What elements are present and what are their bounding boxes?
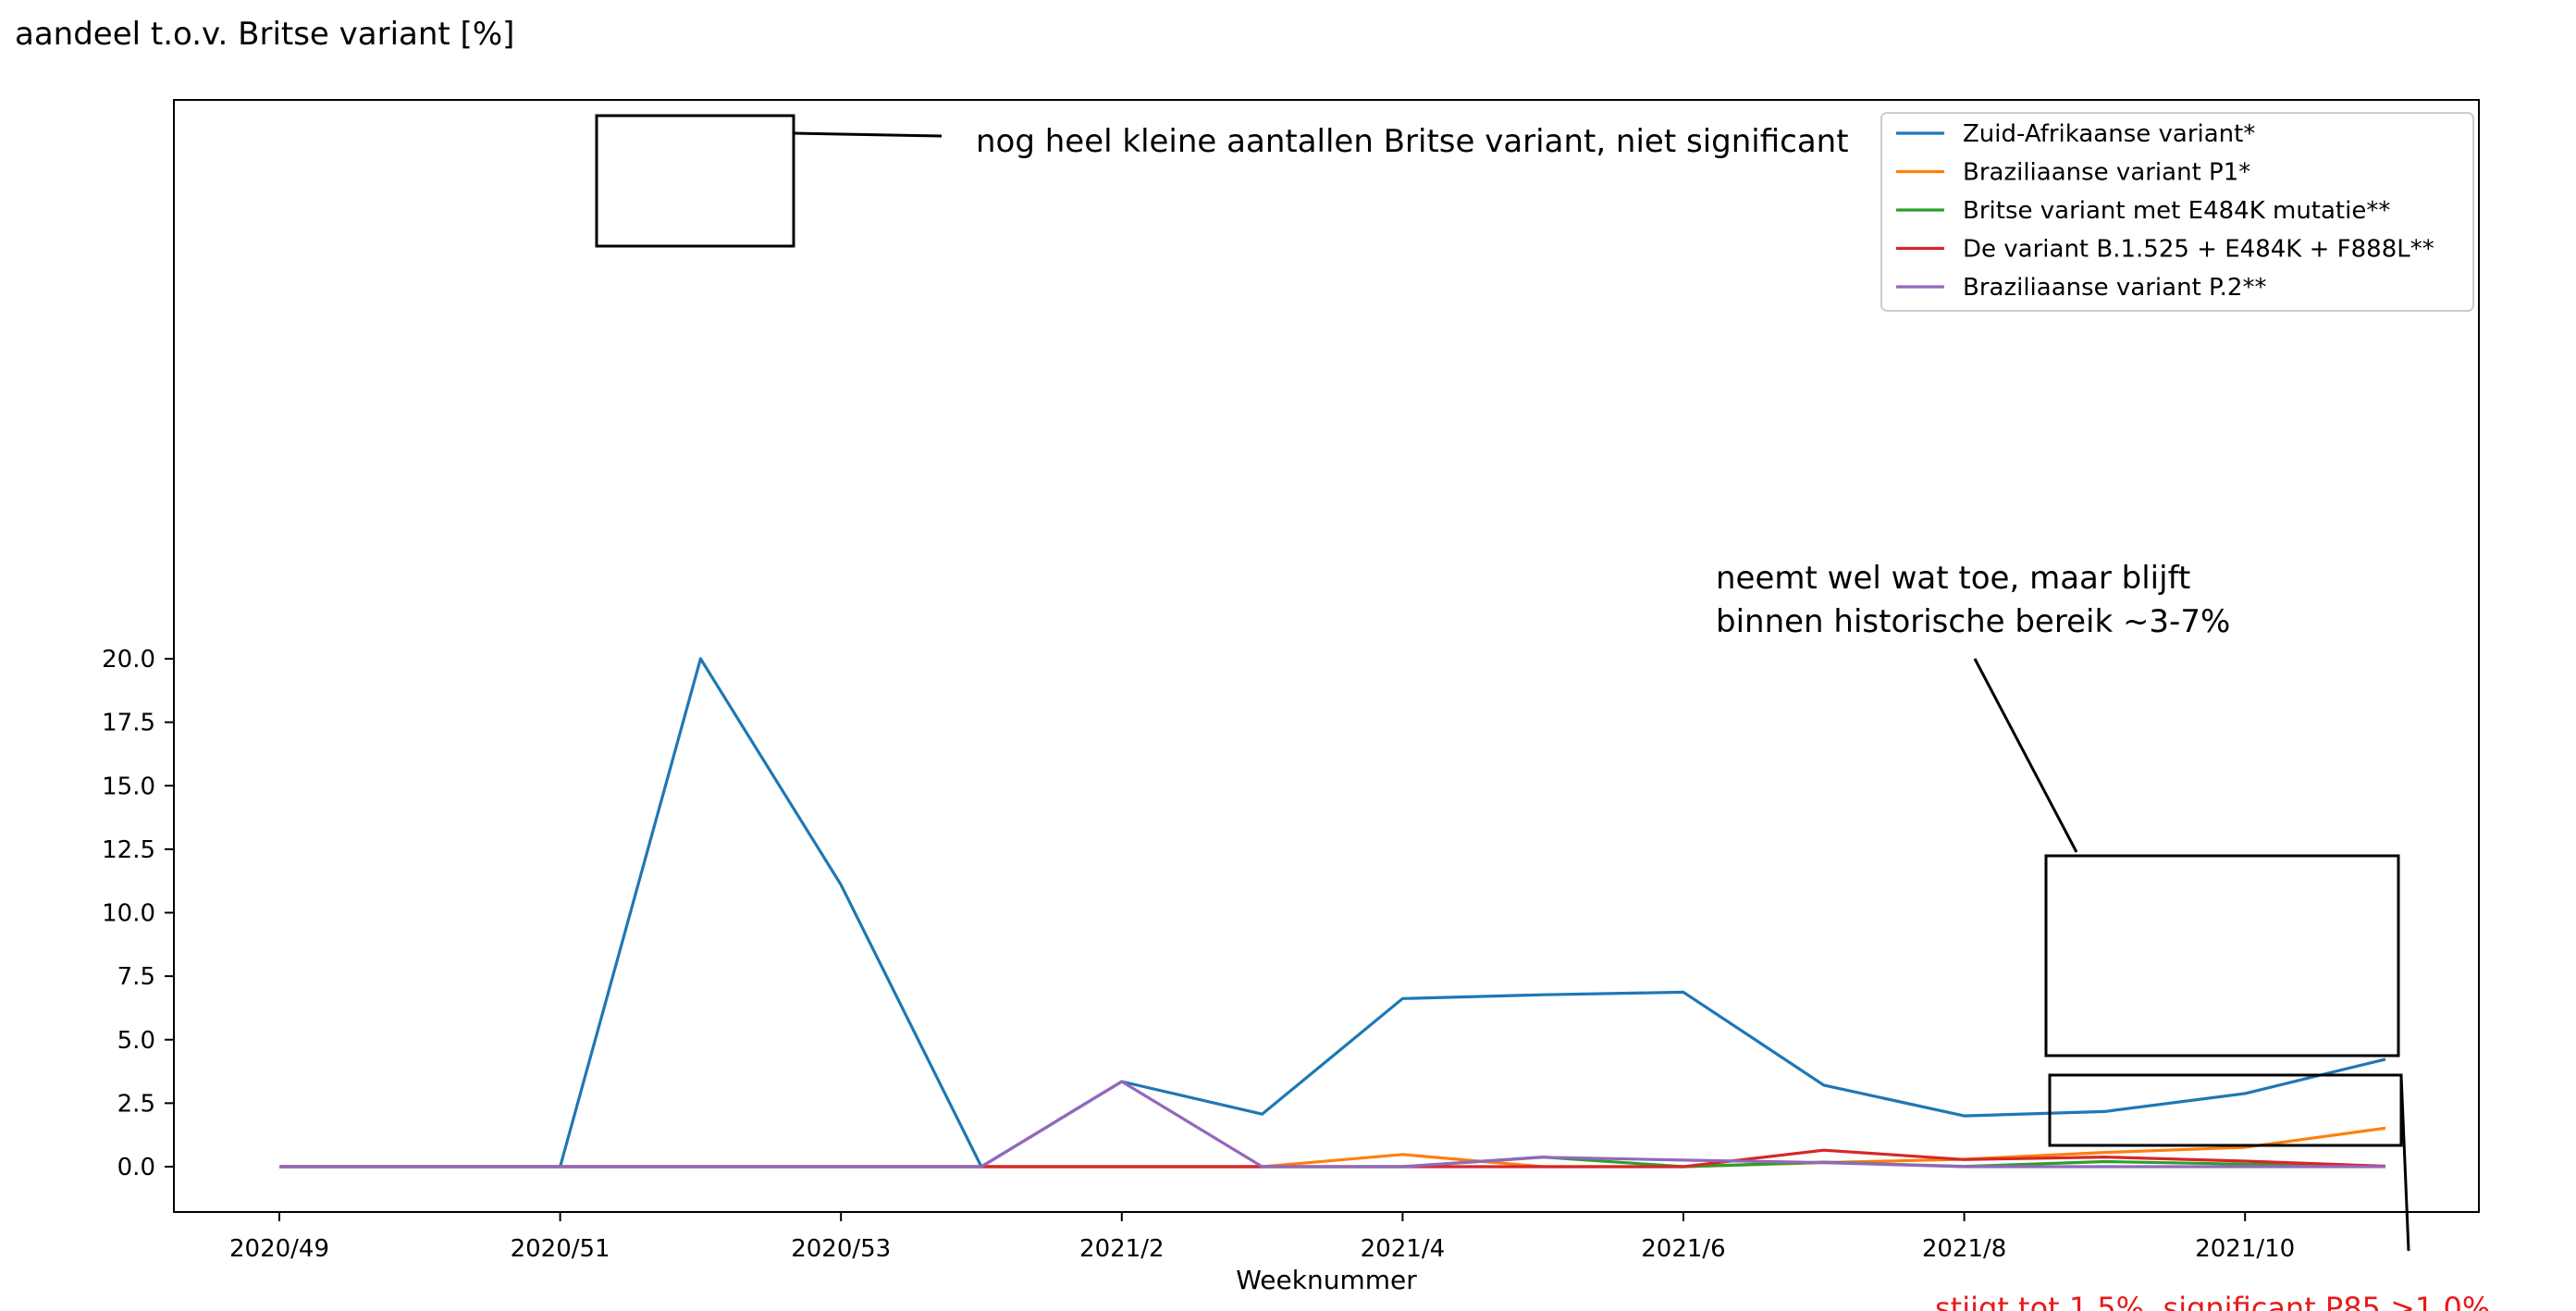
annotation-p1: stijgt tot 1.5%, significant P85 >1.0% xyxy=(1935,1073,2490,1311)
series-line-2 xyxy=(279,1126,2386,1169)
annotation-peak-connector xyxy=(793,131,943,138)
annotation-recent-text-line-2: binnen historische bereik ~3-7% xyxy=(1716,603,2230,640)
legend: Zuid-Afrikaanse variant* Braziliaanse var… xyxy=(1880,112,2474,312)
annotation-peak: nog heel kleine aantallen Britse variant… xyxy=(595,114,1849,248)
y-tick-label: 12.5 xyxy=(102,836,155,864)
legend-label: Britse variant met E484K mutatie** xyxy=(1963,197,2390,225)
x-tick-label: 2020/51 xyxy=(511,1235,610,1263)
y-tick-label: 5.0 xyxy=(117,1027,155,1055)
x-axis-title: Weeknummer xyxy=(1236,1265,1417,1295)
legend-label: Braziliaanse variant P.2** xyxy=(1963,274,2266,302)
y-tick-label: 7.5 xyxy=(117,963,155,991)
legend-frame xyxy=(1880,112,2474,312)
y-tick-label: 15.0 xyxy=(102,773,155,800)
annotation-recent: neemt wel wat toe, maar blijft binnen hi… xyxy=(1716,560,2400,1057)
y-axis-title: aandeel t.o.v. Britse variant [%] xyxy=(15,16,514,53)
annotation-p1-box xyxy=(2048,1073,2403,1147)
annotation-peak-box xyxy=(595,114,795,248)
y-tick-label: 10.0 xyxy=(102,900,155,928)
y-tick-label: 17.5 xyxy=(102,710,155,737)
series-line-5 xyxy=(279,1080,2385,1169)
legend-label: Braziliaanse variant P1* xyxy=(1963,159,2250,187)
annotation-p1-connector xyxy=(2399,1074,2410,1252)
x-tick-label: 2021/6 xyxy=(1641,1235,1725,1263)
x-tick-label: 2021/8 xyxy=(1922,1235,2006,1263)
series-lines xyxy=(279,657,2386,1169)
x-tick-label: 2020/53 xyxy=(791,1235,891,1263)
series-line-1 xyxy=(279,657,2386,1169)
x-tick-label: 2021/10 xyxy=(2195,1235,2295,1263)
y-tick-label: 2.5 xyxy=(117,1090,155,1118)
annotation-recent-box xyxy=(2044,854,2400,1057)
y-tick-label: 20.0 xyxy=(102,646,155,674)
x-axis: 2020/49 2020/51 2020/53 2021/2 2021/4 2021/6 2… xyxy=(229,1212,2295,1263)
x-tick-label: 2021/4 xyxy=(1361,1235,1445,1263)
y-axis: 0.0 2.5 5.0 7.5 10.0 12.5 15.0 17.5 20.0 xyxy=(102,646,174,1181)
annotation-recent-text-line-1: neemt wel wat toe, maar blijft xyxy=(1716,560,2190,597)
annotation-recent-connector xyxy=(1973,658,2078,853)
annotation-p1-text: stijgt tot 1.5%, significant P85 >1.0% xyxy=(1935,1291,2490,1311)
legend-label: Zuid-Afrikaanse variant* xyxy=(1963,120,2255,148)
x-tick-label: 2021/2 xyxy=(1079,1235,1164,1263)
plot-area xyxy=(173,99,2480,1213)
annotation-peak-text: nog heel kleine aantallen Britse variant… xyxy=(976,123,1849,160)
y-tick-label: 0.0 xyxy=(117,1154,155,1181)
legend-label: De variant B.1.525 + E484K + F888L** xyxy=(1963,236,2434,264)
x-tick-label: 2020/49 xyxy=(229,1235,329,1263)
